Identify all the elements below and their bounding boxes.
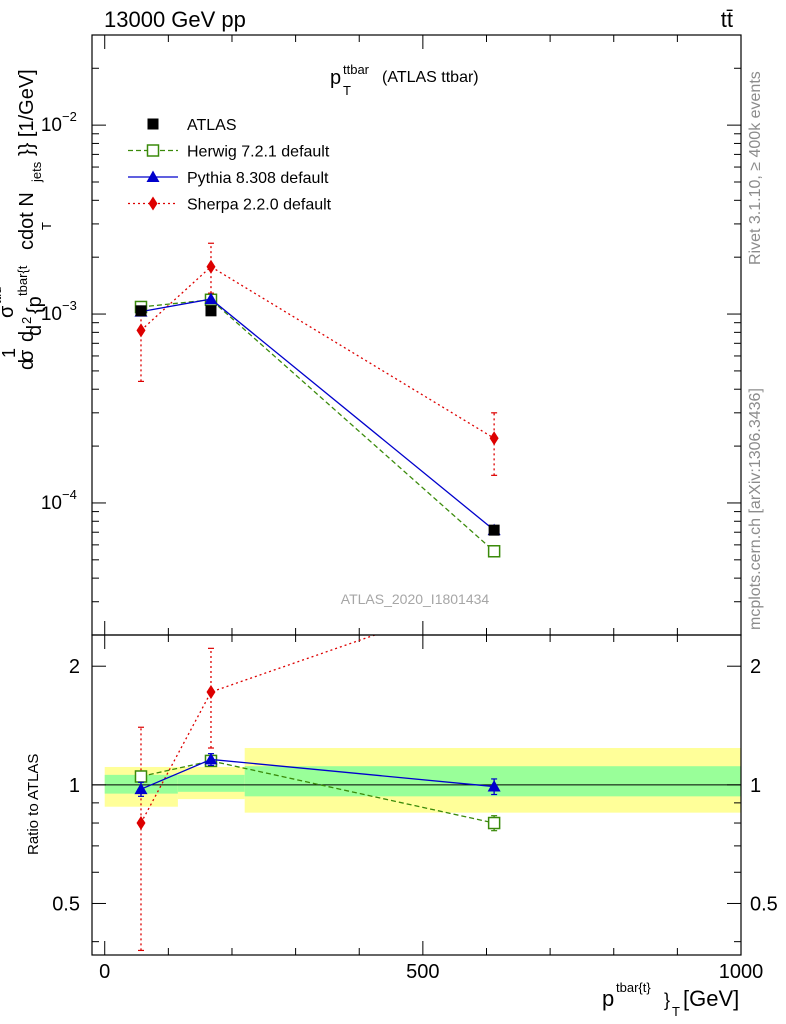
x-axis-label: p tbar{t} } T [GeV] [602,980,739,1019]
mcplots-reference-text: mcplots.cern.ch [arXiv:1306.3436] [747,388,764,630]
ratio-y-axis-label: Ratio to ATLAS [25,754,42,855]
x-tick-label: 500 [406,961,439,983]
ylabel-sigma: σ [16,349,38,362]
main-panel-series [134,242,501,558]
legend-marker-atlas [147,118,159,130]
ylabel-d2: d [16,331,38,342]
main-sherpa-point [489,431,499,446]
ylabel-one: 1 [0,348,19,358]
plot-title-sub: T [343,83,351,98]
main-sherpa-point [206,259,216,274]
main-atlas-point [135,305,147,317]
main-y-tick-label: 10 [41,304,62,325]
x-tick-label: 0 [99,961,110,983]
ratio-pythia-point [134,782,148,795]
main-herwig-line [140,299,495,552]
plot-title: p ttbar T (ATLAS ttbar) [330,62,479,98]
ylabel-brace-p: {p [24,296,46,314]
ratio-herwig-line [140,760,495,824]
ratio-pythia-point [487,780,501,792]
legend-marker-sherpa [148,196,158,211]
ratio-pythia-point [204,752,218,765]
main-pythia-point [204,292,218,305]
ylabel-tbar: tbar{t [15,265,30,296]
ylabel-d3: d [24,325,46,336]
collision-label: 13000 GeV pp [104,7,246,32]
ratio-panel-series [134,586,501,952]
legend-marker-herwig [146,144,160,157]
band-inner-2 [244,766,741,797]
xlabel-T: T [672,1004,680,1019]
main-y-tick-label: 10 [41,115,62,136]
ratio-y-tick-label-right: 0.5 [750,893,778,915]
ylabel-d: d [16,359,38,370]
ylabel-sigma2: σ [0,305,18,318]
main-sherpa-line [140,265,495,439]
ratio-y-tick-label-left: 1 [69,775,80,797]
ratio-sherpa-point [490,586,499,600]
ratio-herwig-point [487,816,501,830]
ylabel-unit: }} [1/GeV] [16,69,38,156]
ratio-y-tick-label-left: 0.5 [52,893,80,915]
ratio-uncertainty-bands [92,748,741,813]
legend-label-pythia: Pythia 8.308 default [187,170,329,187]
ylabel-jets: jets [29,161,44,183]
main-pythia-line [140,298,495,531]
legend: ATLAS Herwig 7.2.1 default Pythia 8.308 de… [128,117,332,214]
ratio-y-tick-label-right: 1 [750,775,761,797]
xlabel-sup: tbar{t} [616,980,651,995]
band-inner-1 [177,774,245,792]
ratio-sherpa-point [136,816,146,831]
main-y-tick-exponent: −2 [62,109,77,124]
plot-title-sup: ttbar [343,62,370,77]
main-y-axis-label: d σ 1 d d 2 {p tbar{t T σ ttid cdot N je… [0,69,54,370]
main-y-tick-exponent: −4 [62,487,77,502]
ratio-sherpa-point [206,685,216,700]
ylabel-cdot: cdot N [16,192,38,250]
ratio-y-tick-label-right: 2 [750,656,761,678]
plot-title-tail: (ATLAS ttbar) [382,69,479,86]
main-atlas-point [205,305,217,317]
main-herwig-point [487,545,501,558]
ratio-y-tick-label-left: 2 [69,656,80,678]
legend-label-atlas: ATLAS [187,117,237,134]
x-tick-label: 1000 [719,961,764,983]
main-atlas-point [488,524,500,536]
legend-marker-pythia [146,170,160,182]
legend-label-herwig: Herwig 7.2.1 default [187,144,330,161]
analysis-watermark: ATLAS_2020_I1801434 [341,591,490,607]
main-y-tick-exponent: −3 [62,298,77,313]
main-sherpa-point [136,323,146,338]
ylabel-ttid: ttid [0,287,4,304]
process-label: tt̄ [721,7,733,32]
ylabel-two: 2 [19,317,34,324]
main-y-tick-label: 10 [41,493,62,514]
ratio-herwig-point [134,770,148,783]
xlabel-unit: [GeV] [683,986,739,1011]
legend-label-sherpa: Sherpa 2.2.0 default [187,197,332,214]
xlabel-brace: } [664,990,670,1010]
rivet-version-text: Rivet 3.1.10, ≥ 400k events [747,71,764,265]
ratio-panel-frame [91,634,742,956]
ylabel-T: T [39,222,54,230]
xlabel-p: p [602,986,614,1011]
plot-title-main: p [330,67,341,89]
